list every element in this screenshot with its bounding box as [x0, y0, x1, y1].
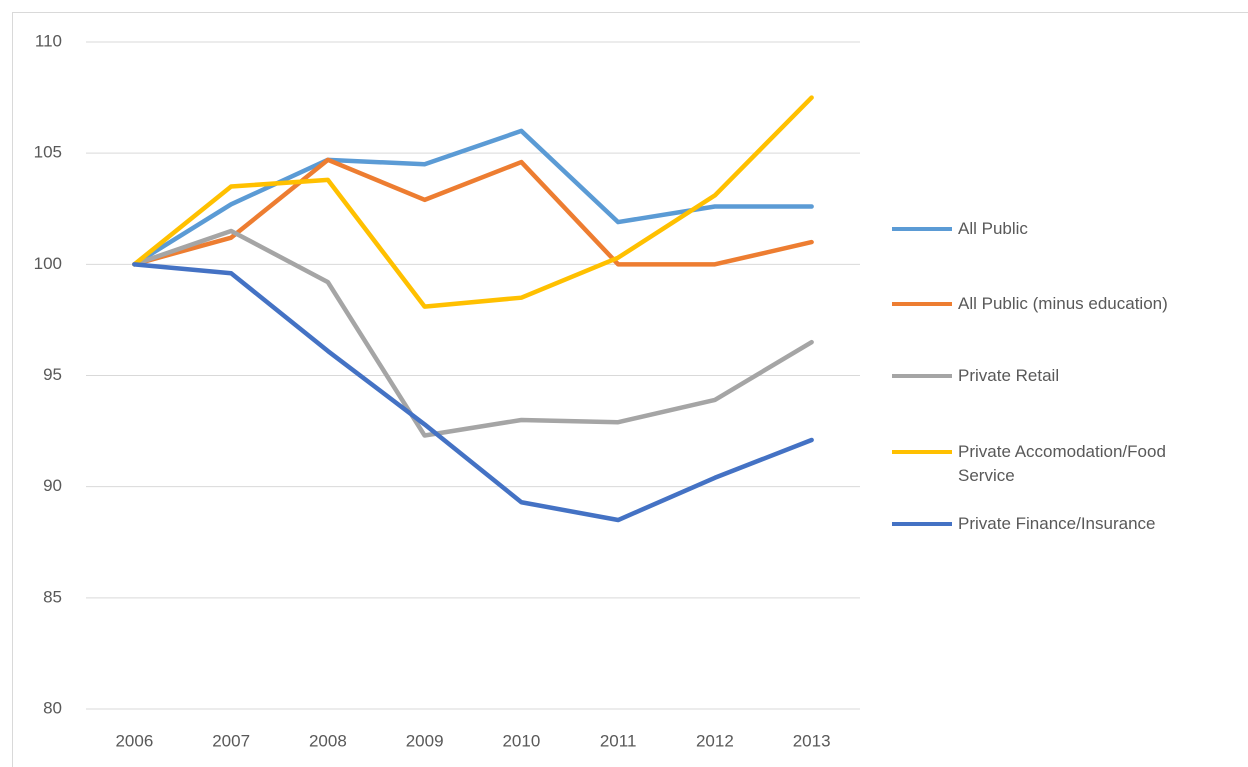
legend-swatch: [892, 522, 952, 526]
legend-swatch: [892, 374, 952, 378]
series-line: [132, 157, 814, 267]
y-tick-label: 105: [34, 143, 62, 162]
y-tick-label: 110: [35, 31, 62, 50]
x-tick-label: 2006: [115, 731, 153, 750]
legend-item: Private Finance/Insurance: [892, 512, 1182, 536]
x-tick-label: 2007: [212, 731, 250, 750]
legend-label: All Public: [958, 219, 1028, 238]
series-line: [132, 95, 814, 309]
legend-label: All Public (minus education): [958, 294, 1168, 313]
legend-swatch: [892, 450, 952, 454]
legend-label: Private Accomodation/Food Service: [958, 442, 1166, 485]
legend-item: Private Retail: [892, 364, 1182, 388]
x-tick-label: 2013: [793, 731, 831, 750]
x-tick-label: 2010: [502, 731, 540, 750]
y-tick-label: 85: [43, 587, 62, 606]
y-tick-label: 100: [34, 254, 62, 273]
y-tick-label: 90: [43, 476, 62, 495]
x-tick-label: 2008: [309, 731, 347, 750]
legend-swatch: [892, 302, 952, 306]
y-tick-label: 80: [43, 698, 62, 717]
series-line: [132, 128, 814, 267]
series-line: [132, 228, 814, 438]
legend-swatch: [892, 227, 952, 231]
legend-item: Private Accomodation/Food Service: [892, 440, 1182, 488]
legend-label: Private Finance/Insurance: [958, 514, 1156, 533]
x-tick-label: 2009: [406, 731, 444, 750]
chart-border: [12, 12, 1248, 767]
series-line: [132, 262, 814, 523]
x-tick-label: 2011: [600, 731, 637, 750]
legend-item: All Public: [892, 217, 1182, 241]
x-tick-label: 2012: [696, 731, 734, 750]
legend-item: All Public (minus education): [892, 292, 1182, 316]
y-tick-label: 95: [43, 365, 62, 384]
legend-label: Private Retail: [958, 366, 1060, 385]
